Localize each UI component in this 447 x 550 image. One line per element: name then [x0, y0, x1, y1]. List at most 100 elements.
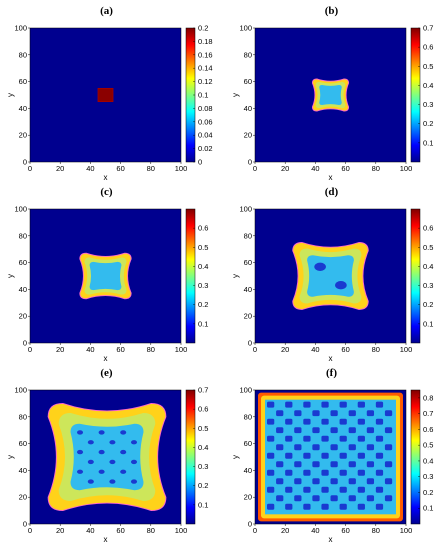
x-tick-label: 20	[56, 526, 64, 535]
x-tick-label: 80	[147, 164, 155, 173]
x-tick-label: 80	[372, 164, 380, 173]
x-axis-label: x	[104, 173, 108, 182]
colorbar-tick-label: 0.1	[198, 500, 208, 509]
pattern-spot	[303, 469, 311, 476]
pattern-spot	[348, 427, 356, 434]
y-axis-label: y	[231, 93, 240, 97]
colorbar	[185, 208, 196, 344]
colorbar	[185, 389, 196, 525]
x-axis-label: x	[329, 354, 333, 363]
pattern-spot	[375, 401, 384, 408]
pattern-spot	[366, 478, 375, 485]
colorbar-tick-label: 0.2	[198, 300, 208, 309]
colorbar-tick-label: 0.7	[423, 409, 433, 418]
pattern-spot	[330, 478, 338, 485]
x-tick-label: 0	[253, 526, 257, 535]
pattern-spot	[330, 495, 338, 502]
x-tick-label: 40	[311, 164, 319, 173]
y-tick-label: 80	[244, 50, 252, 59]
pattern-spot	[375, 486, 384, 493]
pattern-spot	[303, 452, 311, 459]
y-tick-label: 100	[14, 205, 27, 214]
pattern-spot	[267, 469, 275, 476]
pattern-spot	[267, 486, 275, 493]
panel-b: (b) 0 20 40 60 80 100 0 20 40 60 80 100 x y 0.1 0.2 0.3 0.…	[231, 5, 433, 182]
colorbar-tick-label: 0.4	[423, 262, 433, 271]
pattern-spot	[276, 410, 284, 417]
pattern-spot	[375, 435, 384, 442]
x-tick-label: 60	[116, 526, 124, 535]
y-tick-label: 40	[244, 466, 252, 475]
pattern-spot	[384, 461, 393, 468]
x-tick-label: 100	[400, 345, 413, 354]
y-tick-label: 100	[239, 205, 252, 214]
x-tick-label: 0	[28, 164, 32, 173]
colorbar-tick-label: 0.1	[198, 91, 208, 100]
pattern-spot	[321, 486, 329, 493]
pattern-spot	[339, 435, 347, 442]
x-tick-label: 20	[281, 164, 289, 173]
pattern-spot	[330, 444, 338, 451]
panel-label: (f)	[326, 367, 337, 379]
y-tick-label: 20	[244, 131, 252, 140]
colorbar-tick-label: 0.3	[423, 281, 433, 290]
pattern-spot	[267, 401, 275, 408]
y-tick-label: 60	[19, 258, 27, 267]
colorbar-tick-label: 0.6	[198, 224, 208, 233]
colorbar-tick-label: 0.3	[198, 281, 208, 290]
x-tick-label: 60	[341, 164, 349, 173]
x-tick-label: 60	[341, 345, 349, 354]
pattern-spot	[335, 281, 347, 290]
pattern-spot	[384, 410, 393, 417]
pattern-spot	[375, 503, 384, 510]
pattern-spot	[339, 452, 347, 459]
y-axis-label: y	[6, 455, 15, 459]
y-tick-label: 20	[19, 312, 27, 321]
colorbar-tick-label: 0.06	[198, 117, 213, 126]
pattern-spot	[87, 440, 94, 445]
pattern-spot	[109, 459, 116, 465]
x-tick-label: 0	[253, 345, 257, 354]
pattern-spot	[357, 452, 365, 459]
plot-frame	[29, 389, 182, 525]
pattern-spot	[276, 444, 284, 451]
pattern-spot	[357, 469, 365, 476]
pattern-spot	[330, 427, 338, 434]
pattern-spot	[120, 449, 127, 455]
y-axis-label: y	[6, 93, 15, 97]
pattern-spot	[294, 478, 302, 485]
colorbar-tick-label: 0	[198, 158, 202, 167]
x-axis-label: x	[104, 354, 108, 363]
colorbar-tick-label: 0.2	[423, 119, 433, 128]
pattern-spot	[348, 410, 356, 417]
pattern-spot	[285, 435, 293, 442]
colorbar-tick-label: 0.5	[423, 441, 433, 450]
colorbar-tick-label: 0.6	[423, 224, 433, 233]
y-tick-label: 100	[239, 386, 252, 395]
initial-square	[97, 88, 114, 103]
x-tick-label: 60	[341, 526, 349, 535]
pattern-spot	[285, 401, 293, 408]
pattern-spot	[98, 449, 105, 455]
x-tick-label: 80	[372, 526, 380, 535]
plot-frame	[29, 27, 182, 163]
colorbar-tick-label: 0.1	[423, 319, 433, 328]
y-tick-label: 20	[244, 493, 252, 502]
pattern-spot	[87, 479, 94, 484]
pattern-spot	[339, 486, 347, 493]
x-tick-label: 20	[56, 345, 64, 354]
colorbar-tick-label: 0.7	[423, 24, 433, 33]
plot-frame	[254, 27, 407, 163]
pattern-spot	[375, 418, 384, 425]
colorbar-tick-label: 0.6	[198, 405, 208, 414]
colorbar-tick-label: 0.18	[198, 37, 213, 46]
x-tick-label: 80	[372, 345, 380, 354]
pattern-spot	[357, 435, 365, 442]
pattern-spot	[384, 444, 393, 451]
pattern-spot	[76, 430, 84, 435]
x-axis-label: x	[329, 173, 333, 182]
pattern-spot	[130, 479, 138, 484]
y-tick-label: 60	[19, 439, 27, 448]
pattern-spot	[267, 452, 275, 459]
panel-d: (d) 0 20 40 60 80 100 0 20 40 60 80 100 x y 0.1 0.2 0.3 0.…	[231, 186, 433, 363]
